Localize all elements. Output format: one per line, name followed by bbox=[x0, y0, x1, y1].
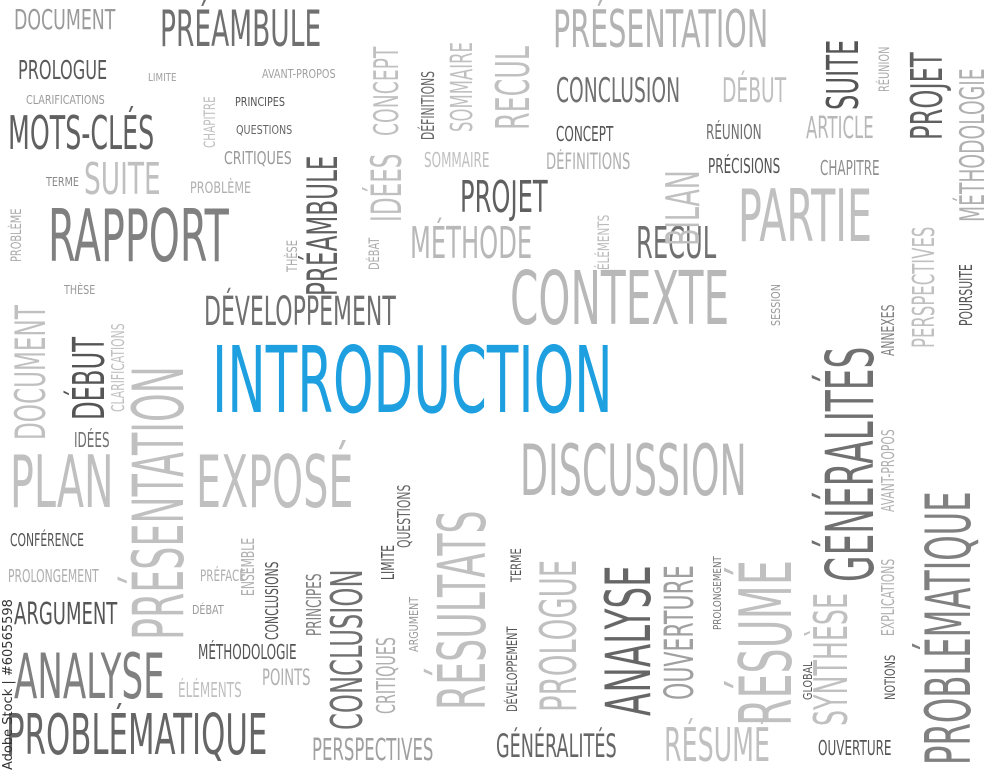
cloud-word: PERSPECTIVES bbox=[312, 733, 434, 768]
cloud-word: PROBLÉMATIQUE bbox=[912, 491, 985, 765]
cloud-word: RÉUNION bbox=[877, 46, 893, 92]
cloud-word: PARTIE bbox=[738, 174, 872, 258]
cloud-word: PERSPECTIVES bbox=[907, 226, 942, 348]
cloud-word: LIMITE bbox=[148, 71, 177, 84]
cloud-word: RECUL bbox=[486, 46, 540, 130]
cloud-word: DOCUMENT bbox=[6, 305, 55, 440]
cloud-word: PRÉAMBULE bbox=[298, 155, 347, 296]
cloud-word: ENSEMBLE bbox=[238, 537, 259, 596]
cloud-word: SOMMAIRE bbox=[445, 42, 480, 132]
cloud-word: POINTS bbox=[262, 666, 311, 691]
cloud-word: PRÉCISIONS bbox=[708, 154, 781, 178]
cloud-word: QUESTIONS bbox=[394, 484, 415, 548]
cloud-word: THÈSE bbox=[64, 283, 96, 297]
cloud-word: ARTICLE bbox=[806, 111, 874, 146]
cloud-word: SUITE bbox=[818, 39, 869, 110]
cloud-word: DÉVELOPPEMENT bbox=[505, 626, 521, 712]
cloud-word: GÉNÉRALITÉS bbox=[496, 727, 617, 765]
cloud-word: AVANT-PROPOS bbox=[262, 67, 336, 81]
cloud-word: NOTIONS bbox=[883, 654, 899, 700]
cloud-word: SUITE bbox=[84, 154, 161, 205]
cloud-word: TERME bbox=[46, 175, 79, 189]
cloud-word: DÉFINITIONS bbox=[418, 70, 439, 140]
cloud-word: ÉLÉMENTS bbox=[594, 214, 613, 270]
cloud-word: PRÉFACE bbox=[200, 566, 246, 585]
cloud-word: PRÉSENTATION bbox=[553, 0, 769, 60]
cloud-word: DOCUMENT bbox=[14, 3, 116, 36]
cloud-word: PROLOGUE bbox=[18, 56, 108, 86]
cloud-word: GÉNÉRALITÉS bbox=[812, 346, 889, 582]
cloud-word: DÉVELOPPEMENT bbox=[204, 289, 396, 335]
cloud-word: RÉUNION bbox=[706, 120, 762, 144]
cloud-word: RAPPORT bbox=[48, 194, 229, 278]
cloud-word: PLAN bbox=[10, 440, 114, 524]
cloud-word: CONFÉRENCE bbox=[10, 530, 84, 551]
cloud-word: DÉFINITIONS bbox=[546, 150, 631, 175]
cloud-word: PRINCIPES bbox=[235, 95, 285, 109]
cloud-word: PROJET bbox=[902, 52, 953, 140]
cloud-word: DÉBUT bbox=[64, 336, 115, 420]
cloud-word: PROBLÈME bbox=[190, 178, 252, 197]
cloud-word: RÉSUMÉ bbox=[664, 718, 770, 772]
cloud-word: CONCEPT bbox=[556, 122, 614, 146]
cloud-word: RECUL bbox=[636, 218, 717, 269]
cloud-word: ÉLÉMENTS bbox=[178, 678, 242, 702]
introduction-headline: INTRODUCTION bbox=[212, 327, 613, 434]
cloud-word: TERME bbox=[509, 548, 525, 582]
cloud-word: PROBLÈME bbox=[9, 208, 25, 262]
cloud-word: CONTEXTE bbox=[510, 256, 730, 342]
cloud-word: MOTS-CLÉS bbox=[8, 106, 155, 160]
cloud-word: ARGUMENT bbox=[407, 596, 421, 652]
cloud-word: CHAPITRE bbox=[820, 156, 880, 180]
cloud-word: RÉSUMÉ bbox=[724, 560, 808, 726]
cloud-word: IDÉES bbox=[74, 428, 110, 452]
cloud-word: PROJET bbox=[460, 172, 548, 223]
cloud-word: OUVERTURE bbox=[818, 736, 892, 760]
cloud-word: CONCLUSION bbox=[556, 71, 681, 111]
cloud-word: QUESTIONS bbox=[236, 123, 293, 137]
cloud-word: DÉBUT bbox=[722, 71, 787, 111]
cloud-word: CRITIQUES bbox=[224, 148, 292, 169]
cloud-word: SOMMAIRE bbox=[424, 148, 490, 172]
cloud-word: ARGUMENT bbox=[14, 597, 118, 632]
cloud-word: DÉBAT bbox=[192, 603, 224, 617]
cloud-word: THÈSE bbox=[285, 240, 301, 272]
cloud-word: POURSUITE bbox=[956, 264, 977, 326]
cloud-word: BILAN bbox=[656, 170, 710, 246]
cloud-word: PRÉSENTATION bbox=[118, 366, 200, 640]
cloud-word: CLARIFICATIONS bbox=[26, 93, 105, 107]
cloud-word: PROBLÉMATIQUE bbox=[6, 703, 268, 768]
cloud-word: CONCLUSIONS bbox=[262, 561, 283, 640]
cloud-word: ANALYSE bbox=[14, 640, 165, 713]
stock-watermark: Adobe Stock | #60565598 bbox=[1, 599, 16, 770]
cloud-word: MÉTHODE bbox=[410, 218, 533, 269]
cloud-word: CONCEPT bbox=[367, 46, 407, 136]
cloud-word: SESSION bbox=[769, 284, 783, 326]
cloud-word: DISCUSSION bbox=[520, 430, 747, 512]
cloud-word: ANALYSE bbox=[592, 565, 665, 716]
cloud-word: IDÉES bbox=[362, 153, 411, 222]
cloud-word: OUVERTURE bbox=[657, 565, 703, 700]
cloud-word: PRINCIPES bbox=[302, 573, 326, 636]
cloud-word: RÉSULTATS bbox=[424, 510, 501, 710]
cloud-word: MÉTHODOLOGIE bbox=[198, 640, 297, 664]
cloud-word: CONCLUSION bbox=[322, 569, 373, 730]
cloud-word: SYNTHÈSE bbox=[804, 593, 858, 726]
cloud-word: CRITIQUES bbox=[372, 637, 402, 714]
cloud-word: CHAPITRE bbox=[200, 96, 219, 148]
cloud-word: LIMITE bbox=[378, 544, 399, 580]
cloud-word: PROLONGEMENT bbox=[711, 556, 724, 630]
cloud-word: PROLOGUE bbox=[530, 559, 588, 712]
cloud-word: DÉBAT bbox=[367, 237, 383, 270]
cloud-word: PRÉAMBULE bbox=[160, 0, 322, 58]
cloud-word: MÉTHODOLOGIE bbox=[953, 68, 993, 222]
cloud-word: PROLONGEMENT bbox=[8, 566, 99, 587]
cloud-word: EXPOSÉ bbox=[196, 440, 354, 524]
